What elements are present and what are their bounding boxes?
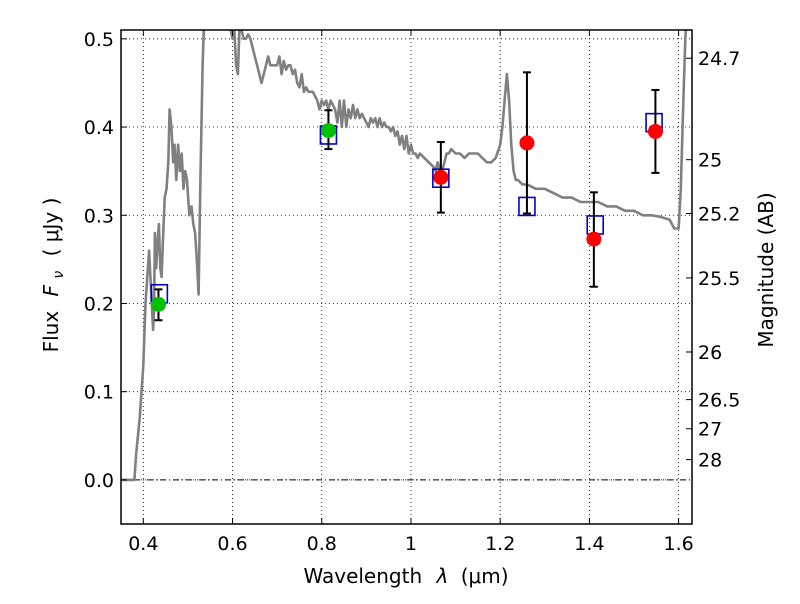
x-tick-label: 1.6 [664, 533, 694, 555]
y-tick-label: 0.3 [84, 205, 114, 227]
y2-tick-label: 26 [698, 342, 722, 364]
y-tick-label: 0.5 [84, 29, 114, 51]
y2-tick-label: 27 [698, 419, 722, 441]
x-axis-label-prefix: Wavelength [303, 564, 422, 588]
x-tick-label: 1 [405, 533, 417, 555]
y2-tick-label: 25.2 [698, 203, 740, 225]
y2-tick-label: 28 [698, 450, 722, 472]
x-tick-label: 0.6 [217, 533, 247, 555]
y2-tick-label: 26.5 [698, 390, 740, 412]
y2-tick-label: 25.5 [698, 268, 740, 290]
x-axis-ticks: 0.4 0.6 0.8 1 1.2 1.4 1.6 [128, 30, 694, 555]
y2-axis-label: Magnitude (AB) [754, 192, 778, 347]
x-axis-label-symbol: λ [436, 564, 449, 588]
y2-tick-label: 24.7 [698, 48, 740, 70]
y-tick-label: 0.0 [84, 470, 114, 492]
y-tick-label: 0.2 [84, 293, 114, 315]
model-spectrum-line [121, 30, 688, 482]
y-tick-label: 0.4 [84, 117, 114, 139]
observed-point-red [433, 169, 449, 185]
observed-point-red [586, 231, 602, 247]
y-axis-label-prefix: Flux [39, 311, 63, 353]
plot-area [121, 30, 688, 482]
grid-lines [121, 30, 692, 524]
y-axis-label-unit: ( μJy ) [39, 198, 63, 257]
observed-point-red [519, 135, 535, 151]
x-tick-label: 1.2 [485, 533, 515, 555]
axes-frame [120, 29, 693, 525]
y2-tick-label: 25 [698, 150, 722, 172]
y-axis-label-symbol: F [39, 284, 63, 296]
observed-point-red [647, 123, 663, 139]
y-axis-label-subscript: ν [51, 271, 67, 279]
y2-axis-ticks: 24.7 25 25.2 25.5 26 26.5 27 28 [686, 48, 740, 472]
observed-point-green [320, 123, 336, 139]
x-tick-label: 1.4 [574, 533, 604, 555]
x-tick-label: 0.8 [307, 533, 337, 555]
observed-point-green [150, 296, 166, 312]
y-axis-label: Flux F ν ( μJy ) [39, 198, 68, 353]
y-axis-ticks: 0.0 0.1 0.2 0.3 0.4 0.5 [84, 29, 127, 492]
y-tick-label: 0.1 [84, 382, 114, 404]
x-tick-label: 0.4 [128, 533, 158, 555]
x-axis-label-unit: (μm) [461, 564, 509, 588]
x-axis-label: Wavelength λ (μm) [303, 564, 508, 588]
